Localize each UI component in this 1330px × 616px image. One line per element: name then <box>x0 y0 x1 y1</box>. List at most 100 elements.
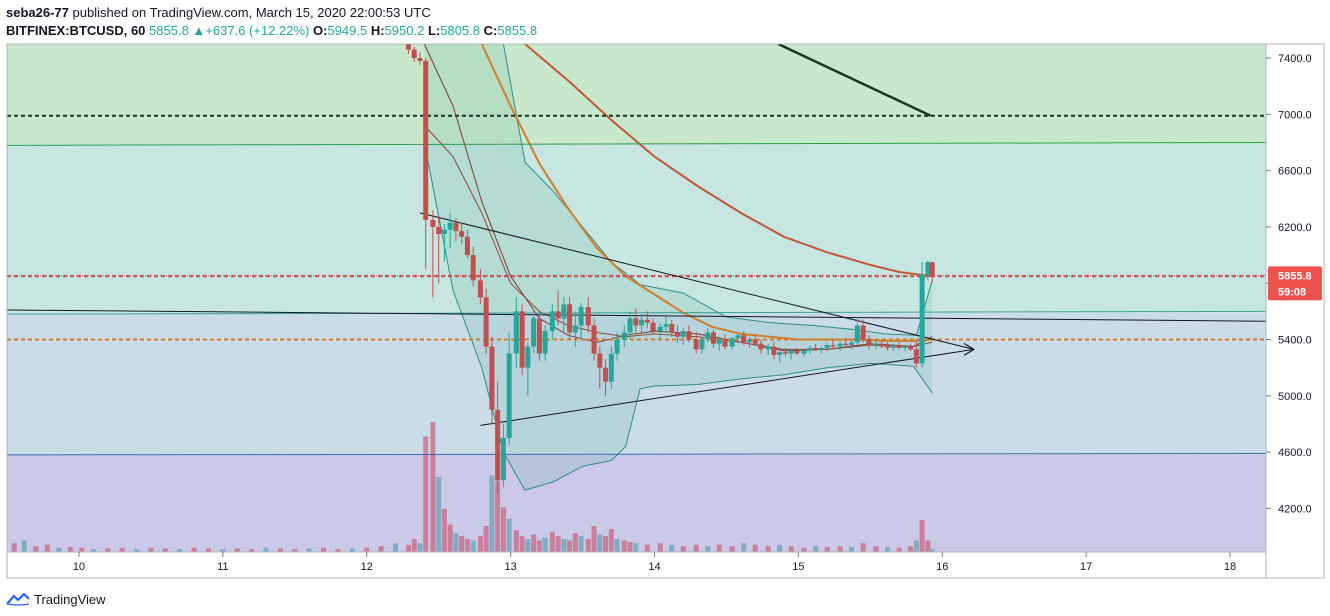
volume-bar <box>519 536 525 552</box>
volume-bar <box>549 531 555 552</box>
volume-bar <box>752 544 758 552</box>
volume-bar <box>277 548 283 552</box>
trend-line-4 <box>419 212 975 350</box>
time-axis[interactable]: 10 11 12 13 14 15 16 17 18 <box>73 552 1236 573</box>
candle-body <box>716 339 722 344</box>
price-tick-label: 5400.0 <box>1278 335 1312 347</box>
change-arrow-icon: ▲ <box>192 23 206 38</box>
candle-body <box>929 262 935 276</box>
volume-bar <box>364 547 370 552</box>
candle-body <box>411 49 417 59</box>
volume-bar <box>33 546 39 552</box>
candle-body <box>866 339 872 346</box>
price-tag-countdown: 59:08 <box>1278 286 1306 298</box>
volume-bar <box>56 547 62 552</box>
volume-bar <box>119 547 125 552</box>
volume-bar <box>306 548 312 552</box>
candle-body <box>837 343 843 347</box>
time-tick-label: 14 <box>648 561 660 573</box>
footer: TradingView <box>6 590 106 608</box>
candle-body <box>542 331 548 354</box>
brand-name[interactable]: TradingView <box>34 591 106 607</box>
candle-body <box>531 318 537 347</box>
volume-bar <box>919 520 925 552</box>
volume-bar <box>495 481 501 552</box>
zone-1 <box>7 143 1266 313</box>
zone-2 <box>7 312 1266 455</box>
volume-bar <box>801 547 807 552</box>
volume-bar <box>644 544 650 552</box>
candle-body <box>591 325 597 354</box>
volume-bar <box>11 543 17 552</box>
volume-bar <box>447 524 453 552</box>
candle-body <box>657 326 663 332</box>
candle-body <box>765 346 771 350</box>
volume-bar <box>67 546 73 552</box>
volume-bar <box>349 548 355 552</box>
candle-body <box>430 219 436 227</box>
candle-body <box>627 318 633 333</box>
price-axis-frame <box>1265 43 1325 579</box>
volume-bar <box>777 544 783 552</box>
candle-body <box>597 353 603 368</box>
volume-bar <box>824 546 830 552</box>
volume-bar <box>885 546 891 552</box>
candle-body <box>477 280 483 298</box>
time-tick-label: 10 <box>73 561 85 573</box>
author-name[interactable]: seba26-77 <box>6 5 69 20</box>
volume-bar <box>591 526 597 552</box>
publish-line: seba26-77 published on TradingView.com, … <box>6 4 906 22</box>
volume-bar <box>21 540 27 552</box>
drawing-layer[interactable] <box>7 44 1266 456</box>
volume-bar <box>729 546 735 552</box>
time-tick-label: 17 <box>1080 561 1092 573</box>
bollinger-basis <box>423 44 933 352</box>
volume-bar <box>578 536 584 552</box>
candle-body <box>669 324 675 333</box>
volume-bar <box>627 541 633 552</box>
candle-body <box>483 297 489 347</box>
volume-bar <box>411 539 417 552</box>
low-value: 5805.8 <box>440 23 480 38</box>
trend-line-6 <box>777 44 932 117</box>
price-tick-label: 7400.0 <box>1278 53 1312 65</box>
candle-body <box>896 345 902 348</box>
volume-bar <box>765 546 771 552</box>
candle-body <box>794 350 800 354</box>
volume-bar <box>597 534 603 552</box>
price-tick-label: 4600.0 <box>1278 447 1312 459</box>
volume-bar <box>105 548 111 552</box>
candle-body <box>879 343 885 347</box>
volume-bar <box>506 518 512 552</box>
triangle-arrow-head <box>963 342 976 356</box>
volume-bar <box>191 547 197 552</box>
volume-bar <box>536 540 542 552</box>
volume-bar <box>542 537 548 552</box>
candle-body <box>824 345 830 348</box>
ohlc-line: BITFINEX:BTCUSD, 60 5855.8 ▲+637.6 (+12.… <box>6 22 906 40</box>
volume-bar <box>716 544 722 552</box>
volume-bar <box>572 533 578 552</box>
candle-body <box>489 346 495 410</box>
candle-body <box>925 262 931 275</box>
candle-body <box>561 304 567 319</box>
candle-body <box>650 322 656 332</box>
candle-body <box>441 229 447 234</box>
candle-body <box>830 345 836 347</box>
candle-body <box>614 339 620 354</box>
ma-mid-line <box>480 44 933 342</box>
trend-line-0 <box>7 142 1266 146</box>
candle-body <box>549 311 555 332</box>
candle-body <box>807 347 813 351</box>
tradingview-logo-icon[interactable] <box>6 592 30 606</box>
candle-body <box>722 339 728 347</box>
candle-body <box>710 332 716 344</box>
candle-body <box>578 307 584 326</box>
trend-line-2 <box>7 452 1266 456</box>
price-tag-bg <box>1268 266 1322 301</box>
volume-bar <box>489 475 495 552</box>
candle-body <box>752 339 758 344</box>
candle-body <box>513 311 519 354</box>
volume-bar <box>603 536 609 552</box>
